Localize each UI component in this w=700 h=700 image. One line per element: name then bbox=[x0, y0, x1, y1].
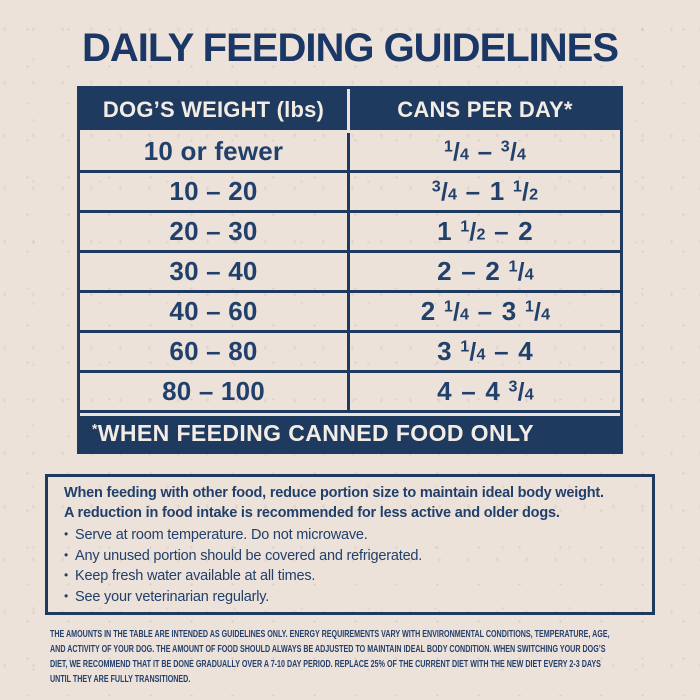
bullet-text: Any unused portion should be covered and… bbox=[75, 547, 423, 564]
feeding-notes-box: When feeding with other food, reduce por… bbox=[45, 474, 655, 615]
table-footnote-row: *WHEN FEEDING CANNED FOOD ONLY bbox=[80, 413, 620, 451]
table-row: 20 – 30 1 1/2 – 2 bbox=[80, 213, 620, 253]
table-row: 30 – 40 2 – 2 1/4 bbox=[80, 253, 620, 293]
col-header-cans-per-day: CANS PER DAY* bbox=[350, 89, 620, 133]
legal-disclaimer: THE AMOUNTS IN THE TABLE ARE INTENDED AS… bbox=[50, 627, 650, 687]
care-bullet-item: • See your veterinarian regularly. bbox=[64, 587, 636, 608]
table-row: 40 – 60 2 1/4 – 3 1/4 bbox=[80, 293, 620, 333]
col-header-dogs-weight: DOG’S WEIGHT (lbs) bbox=[80, 89, 350, 133]
care-bullet-item: • Any unused portion should be covered an… bbox=[64, 546, 636, 567]
intro-line: When feeding with other food, reduce por… bbox=[64, 485, 604, 501]
cans-cell: 1/4 – 3/4 bbox=[350, 133, 620, 173]
weight-cell: 20 – 30 bbox=[80, 213, 350, 253]
bullet-text: See your veterinarian regularly. bbox=[75, 588, 270, 605]
intro-paragraph: When feeding with other food, reduce por… bbox=[64, 484, 636, 523]
cans-cell: 2 1/4 – 3 1/4 bbox=[350, 293, 620, 333]
bullet-icon: • bbox=[64, 547, 69, 562]
table-footnote: *WHEN FEEDING CANNED FOOD ONLY bbox=[80, 413, 620, 451]
bullet-text: Keep fresh water available at all times. bbox=[75, 568, 316, 584]
care-bullet-item: • Keep fresh water available at all times… bbox=[64, 566, 636, 587]
legal-line: DIET, WE RECOMMEND THAT IT BE DONE GRADU… bbox=[50, 658, 601, 670]
legal-line: UNTIL THEY ARE FULLY TRANSITIONED. bbox=[50, 673, 191, 685]
table-header-row: DOG’S WEIGHT (lbs) CANS PER DAY* bbox=[80, 89, 620, 133]
table-row: 60 – 80 3 1/4 – 4 bbox=[80, 333, 620, 373]
asterisk-mark: * bbox=[92, 421, 98, 437]
bullet-icon: • bbox=[64, 588, 69, 603]
bullet-icon: • bbox=[64, 527, 69, 541]
legal-line: THE AMOUNTS IN THE TABLE ARE INTENDED AS… bbox=[50, 628, 610, 640]
care-bullet-item: • Serve at room temperature. Do not micro… bbox=[64, 525, 636, 546]
weight-cell: 10 – 20 bbox=[80, 173, 350, 213]
weight-cell: 10 or fewer bbox=[80, 133, 350, 173]
page-title: DAILY FEEDING GUIDELINES bbox=[81, 26, 619, 70]
table-row: 80 – 100 4 – 4 3/4 bbox=[80, 373, 620, 413]
weight-cell: 30 – 40 bbox=[80, 253, 350, 293]
weight-cell: 60 – 80 bbox=[80, 333, 350, 373]
footnote-text: WHEN FEEDING CANNED FOOD ONLY bbox=[97, 420, 535, 446]
bullet-icon: • bbox=[64, 568, 69, 582]
cans-cell: 3 1/4 – 4 bbox=[350, 333, 620, 373]
care-bullet-list: • Serve at room temperature. Do not micro… bbox=[64, 525, 636, 607]
weight-cell: 80 – 100 bbox=[80, 373, 350, 413]
weight-cell: 40 – 60 bbox=[80, 293, 350, 333]
table-row: 10 – 20 3/4 – 1 1/2 bbox=[80, 173, 620, 213]
bullet-text: Serve at room temperature. Do not microw… bbox=[75, 527, 368, 543]
intro-line: A reduction in food intake is recommende… bbox=[64, 504, 560, 521]
cans-cell: 3/4 – 1 1/2 bbox=[350, 173, 620, 213]
table-row: 10 or fewer 1/4 – 3/4 bbox=[80, 133, 620, 173]
cans-cell: 4 – 4 3/4 bbox=[350, 373, 620, 413]
cans-cell: 2 – 2 1/4 bbox=[350, 253, 620, 293]
legal-line: AND ACTIVITY OF YOUR DOG. THE AMOUNT OF … bbox=[50, 643, 606, 655]
feeding-table: DOG’S WEIGHT (lbs) CANS PER DAY* 10 or f… bbox=[77, 86, 623, 454]
cans-cell: 1 1/2 – 2 bbox=[350, 213, 620, 253]
